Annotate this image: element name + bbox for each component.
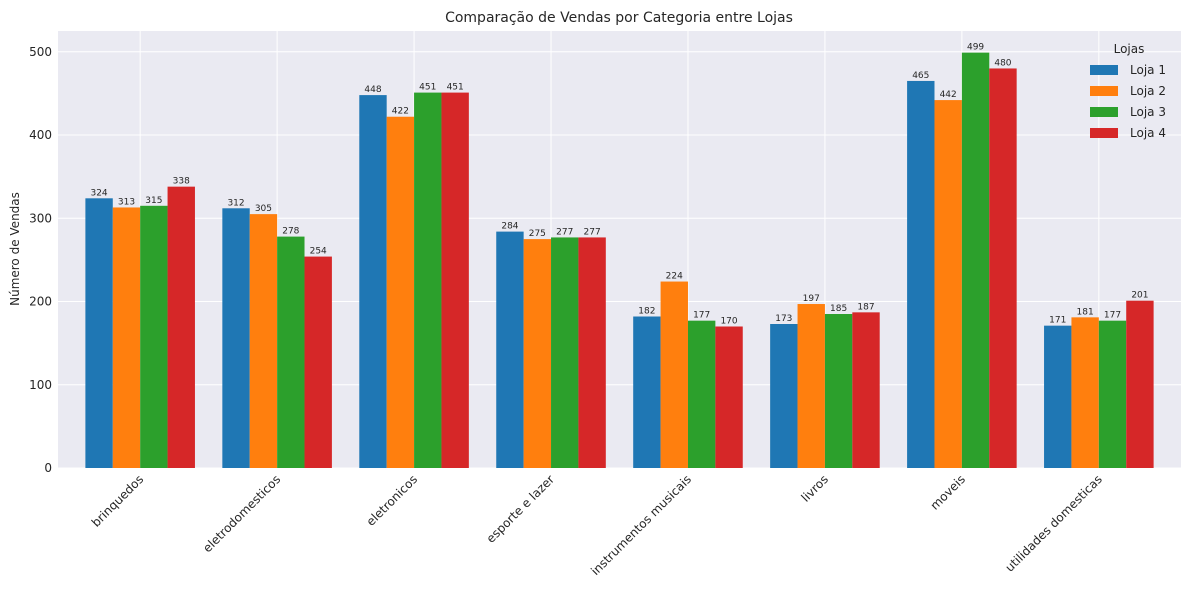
legend-entry-label: Loja 2 bbox=[1130, 84, 1166, 98]
legend-swatch bbox=[1090, 107, 1118, 117]
bar bbox=[441, 92, 469, 468]
y-tick-label: 100 bbox=[29, 378, 52, 392]
bar bbox=[496, 231, 524, 468]
bar-value-label: 422 bbox=[392, 107, 409, 117]
bar bbox=[551, 237, 579, 468]
bar-value-label: 480 bbox=[994, 58, 1011, 68]
bar bbox=[687, 320, 716, 468]
x-tick-label: esporte e lazer bbox=[484, 472, 558, 546]
legend-title: Lojas bbox=[1114, 42, 1145, 56]
bar-value-label: 197 bbox=[803, 294, 820, 304]
bar-value-label: 284 bbox=[501, 222, 518, 232]
chart-title: Comparação de Vendas por Categoria entre… bbox=[445, 10, 793, 26]
bar-value-label: 275 bbox=[529, 229, 546, 239]
y-tick-label: 200 bbox=[29, 295, 52, 309]
bar-value-label: 313 bbox=[118, 197, 135, 207]
legend-swatch bbox=[1090, 128, 1118, 138]
bar bbox=[633, 316, 661, 468]
x-tick-label: eletrodomesticos bbox=[200, 472, 283, 555]
bar bbox=[907, 80, 935, 468]
x-tick-label: instrumentos musicais bbox=[588, 472, 694, 578]
legend-entry-label: Loja 3 bbox=[1130, 105, 1166, 119]
bar bbox=[660, 281, 688, 468]
bar-value-label: 465 bbox=[912, 71, 929, 81]
legend-swatch bbox=[1090, 86, 1118, 96]
legend-entry-label: Loja 4 bbox=[1130, 126, 1166, 140]
bar bbox=[85, 198, 113, 468]
legend-swatch bbox=[1090, 65, 1118, 75]
legend: Lojas Loja 1 Loja 2 Loja 3 Loja 4 bbox=[1090, 42, 1166, 140]
bar bbox=[578, 237, 606, 468]
x-tick-label: brinquedos bbox=[89, 472, 146, 529]
bar-value-label: 277 bbox=[556, 227, 573, 237]
bar-value-label: 185 bbox=[830, 304, 847, 314]
x-tick-label: utilidades domesticas bbox=[1003, 472, 1105, 574]
bar bbox=[1126, 300, 1154, 468]
bar bbox=[359, 95, 387, 469]
y-tick-label: 400 bbox=[29, 128, 52, 142]
bar-value-label: 451 bbox=[419, 83, 436, 93]
bar bbox=[1071, 317, 1099, 468]
bar bbox=[797, 304, 825, 468]
bar bbox=[852, 312, 880, 468]
y-tick-label: 300 bbox=[29, 211, 52, 225]
y-axis-ticks: 0 100 200 300 400 500 bbox=[29, 45, 52, 475]
bar bbox=[523, 239, 552, 468]
bar-value-label: 187 bbox=[857, 302, 874, 312]
bar-value-label: 448 bbox=[364, 85, 381, 95]
bar bbox=[934, 100, 962, 468]
bar bbox=[112, 207, 141, 468]
bar bbox=[222, 208, 250, 468]
bar bbox=[989, 68, 1017, 468]
bar bbox=[140, 205, 168, 469]
bar-value-label: 177 bbox=[1104, 311, 1121, 321]
bar-value-label: 254 bbox=[310, 247, 327, 257]
data-labels: 324 312 448 284 182 173 465 171 313 305 422 275 224 1… bbox=[90, 43, 1148, 327]
bar-value-label: 201 bbox=[1131, 291, 1148, 301]
bar-value-label: 170 bbox=[720, 316, 737, 326]
bar-value-label: 442 bbox=[940, 90, 957, 100]
bar-value-label: 324 bbox=[90, 188, 107, 198]
y-axis-label: Número de Vendas bbox=[8, 192, 22, 306]
bar-value-label: 277 bbox=[584, 227, 601, 237]
x-tick-label: moveis bbox=[928, 472, 968, 512]
bar bbox=[1098, 320, 1127, 468]
bar-value-label: 278 bbox=[282, 227, 299, 237]
bar bbox=[715, 326, 743, 468]
x-tick-label: livros bbox=[798, 472, 831, 505]
bar-value-label: 315 bbox=[145, 196, 162, 206]
bar bbox=[770, 323, 798, 468]
bar bbox=[1044, 325, 1072, 468]
bar-value-label: 338 bbox=[173, 177, 190, 187]
bar-value-label: 171 bbox=[1049, 316, 1066, 326]
bar-value-label: 451 bbox=[447, 83, 464, 93]
bars bbox=[85, 52, 1154, 469]
bar bbox=[824, 314, 853, 468]
bar bbox=[961, 52, 990, 468]
bar bbox=[167, 186, 195, 468]
bar bbox=[414, 92, 442, 468]
bar-value-label: 312 bbox=[227, 198, 244, 208]
legend-entry-label: Loja 1 bbox=[1130, 63, 1166, 77]
bar bbox=[386, 116, 415, 469]
bar bbox=[277, 236, 305, 468]
bar-value-label: 177 bbox=[693, 311, 710, 321]
bar bbox=[249, 214, 278, 468]
bar-value-label: 182 bbox=[638, 307, 655, 317]
bar-value-label: 181 bbox=[1077, 307, 1094, 317]
bar bbox=[304, 256, 332, 468]
bar-value-label: 305 bbox=[255, 204, 272, 214]
bar-value-label: 224 bbox=[666, 272, 683, 282]
bar-value-label: 499 bbox=[967, 43, 984, 53]
bar-value-label: 173 bbox=[775, 314, 792, 324]
x-axis-ticks: brinquedos eletrodomesticos eletronicos esp… bbox=[89, 472, 1105, 578]
y-tick-label: 500 bbox=[29, 45, 52, 59]
x-tick-label: eletronicos bbox=[364, 472, 421, 529]
y-tick-label: 0 bbox=[44, 461, 52, 475]
